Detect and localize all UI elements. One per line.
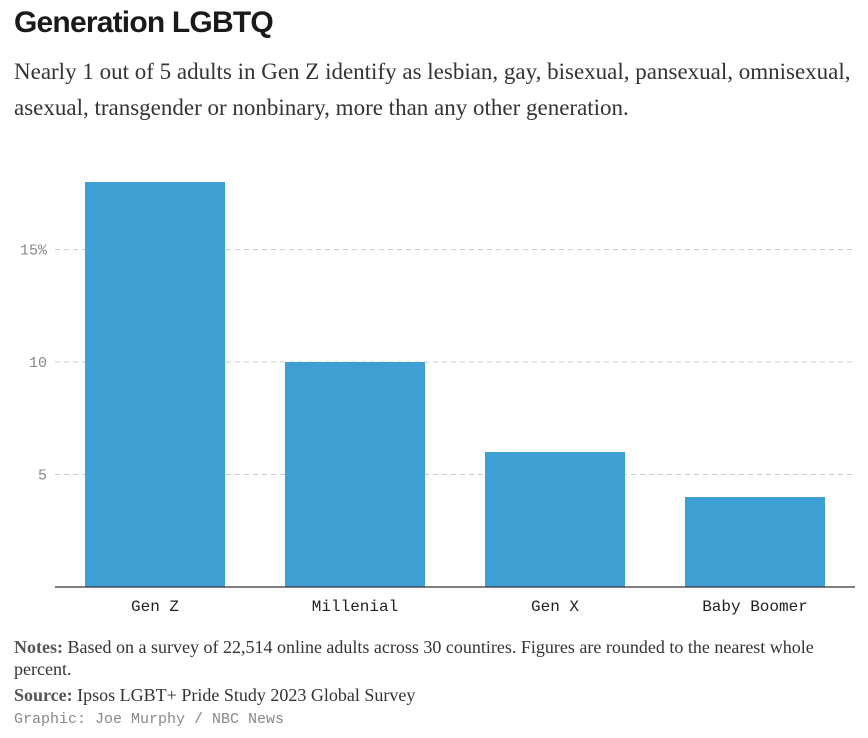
chart-notes: Notes: Based on a survey of 22,514 onlin… (14, 636, 834, 680)
x-category-label: Millenial (312, 598, 398, 616)
x-category-label: Gen Z (131, 598, 179, 616)
notes-text: Based on a survey of 22,514 online adult… (14, 637, 814, 679)
labels: 5 10 15% Gen Z Millenial Gen X Baby Boomer (20, 243, 808, 617)
y-tick-label: 15% (20, 243, 48, 260)
source-label: Source: (14, 685, 73, 705)
chart-credit: Graphic: Joe Murphy / NBC News (14, 711, 285, 728)
bar-chart: 5 10 15% Gen Z Millenial Gen X Baby Boomer (20, 182, 855, 617)
y-tick-label: 10 (29, 355, 47, 372)
x-category-label: Baby Boomer (702, 598, 808, 616)
x-category-label: Gen X (531, 598, 579, 616)
bar (285, 362, 425, 587)
notes-label: Notes: (14, 637, 63, 657)
chart-subtitle: Nearly 1 out of 5 adults in Gen Z identi… (14, 59, 851, 120)
chart-source: Source: Ipsos LGBT+ Pride Study 2023 Glo… (14, 684, 834, 706)
y-tick-label: 5 (38, 468, 47, 485)
bar (85, 182, 225, 587)
source-text: Ipsos LGBT+ Pride Study 2023 Global Surv… (72, 685, 416, 705)
chart-title: Generation LGBTQ (14, 6, 274, 39)
bars (85, 182, 825, 587)
gridlines (55, 249, 855, 475)
bar (485, 452, 625, 587)
bar (685, 497, 825, 587)
